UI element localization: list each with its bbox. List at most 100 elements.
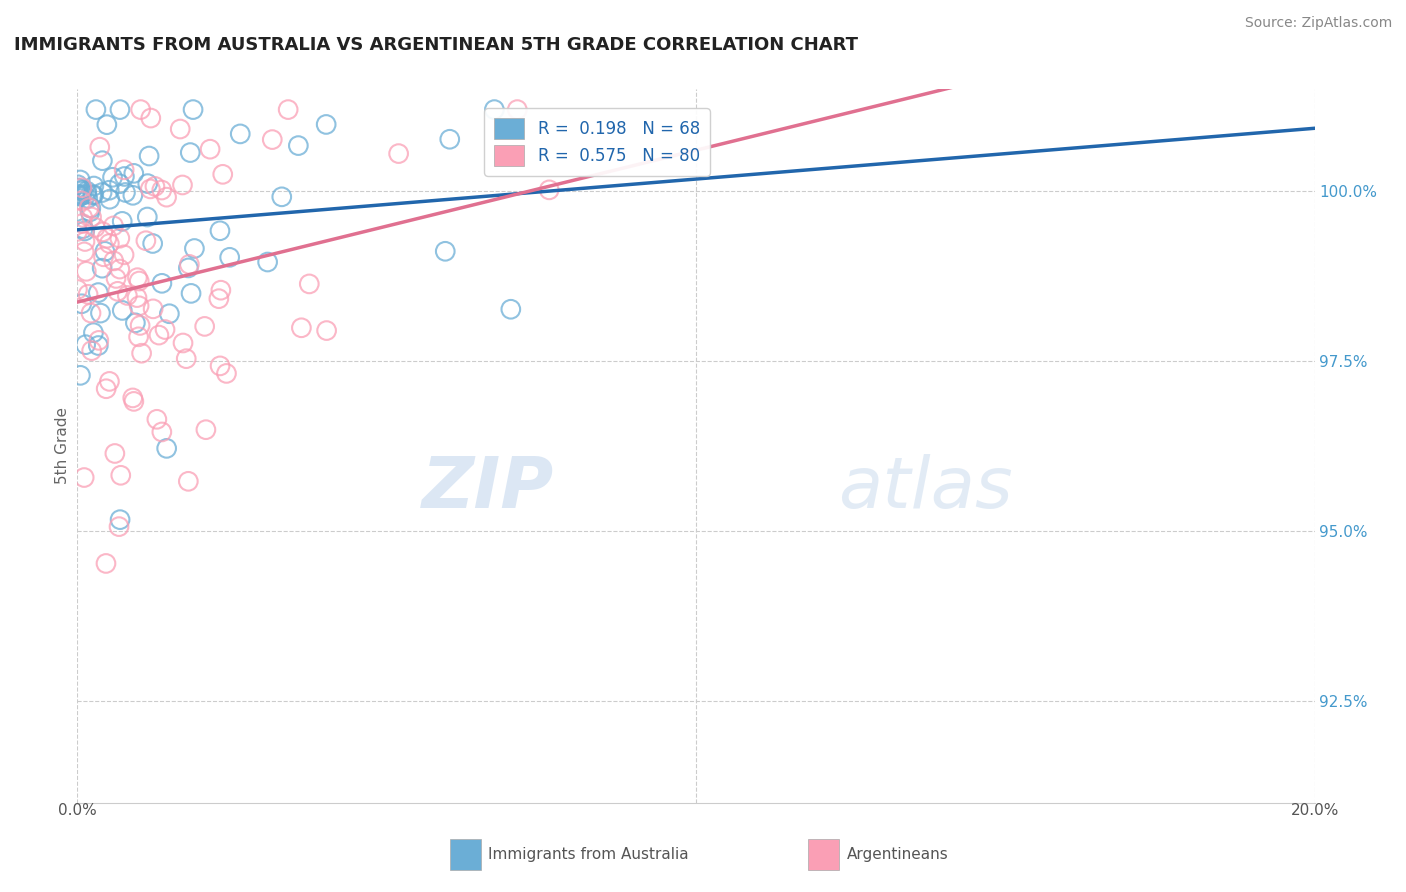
Point xyxy=(112,248,135,262)
Point xyxy=(75,264,97,278)
Point xyxy=(128,330,150,344)
Point xyxy=(150,425,173,439)
Point xyxy=(128,274,150,288)
Point xyxy=(215,367,238,381)
Point xyxy=(179,257,201,271)
Point xyxy=(131,346,153,360)
Point xyxy=(105,271,128,285)
Text: Argentineans: Argentineans xyxy=(846,847,948,862)
Point xyxy=(107,285,129,299)
Point xyxy=(157,307,180,321)
Point xyxy=(66,187,89,202)
Point xyxy=(70,297,93,311)
Point xyxy=(111,214,134,228)
Point xyxy=(70,187,93,202)
Point xyxy=(198,142,221,156)
Point xyxy=(79,204,101,219)
Point xyxy=(73,244,96,259)
Point xyxy=(96,231,118,245)
Point xyxy=(208,224,231,238)
Point xyxy=(69,368,91,383)
Point xyxy=(122,166,145,180)
Point xyxy=(108,519,131,533)
Point xyxy=(98,236,121,251)
Point xyxy=(110,468,132,483)
Point xyxy=(153,322,176,336)
Point xyxy=(80,210,103,224)
Point xyxy=(148,328,170,343)
Point xyxy=(91,186,114,200)
Point xyxy=(80,306,103,320)
Point xyxy=(87,338,110,352)
Text: ZIP: ZIP xyxy=(422,454,554,524)
Point xyxy=(211,167,233,181)
Point xyxy=(66,224,89,238)
Point xyxy=(136,177,159,191)
Point xyxy=(499,302,522,317)
Point xyxy=(104,446,127,460)
Point xyxy=(172,178,194,192)
Point xyxy=(174,351,197,366)
Point xyxy=(87,285,110,300)
Point xyxy=(66,283,89,297)
Point xyxy=(108,231,131,245)
Point xyxy=(108,177,131,191)
Point xyxy=(125,291,148,305)
Point xyxy=(179,145,201,160)
Point xyxy=(114,186,136,200)
Point xyxy=(83,179,105,194)
Point xyxy=(96,118,118,132)
Point xyxy=(538,183,561,197)
Point xyxy=(194,319,217,334)
Point xyxy=(139,111,162,125)
Point xyxy=(208,292,231,306)
Point xyxy=(70,194,93,208)
Point xyxy=(218,250,240,264)
Point xyxy=(180,286,202,301)
Point xyxy=(82,326,104,340)
Point xyxy=(209,283,232,297)
Point xyxy=(75,337,97,351)
Point xyxy=(103,254,125,268)
Point xyxy=(150,183,173,197)
Point xyxy=(142,301,165,316)
Text: 0.0%: 0.0% xyxy=(58,803,97,818)
Point xyxy=(298,277,321,291)
Point xyxy=(91,153,114,168)
Point xyxy=(98,192,121,206)
Point xyxy=(143,179,166,194)
Point xyxy=(287,138,309,153)
Point xyxy=(209,359,232,373)
Text: Source: ZipAtlas.com: Source: ZipAtlas.com xyxy=(1244,16,1392,29)
Y-axis label: 5th Grade: 5th Grade xyxy=(55,408,70,484)
Point xyxy=(108,513,131,527)
Point xyxy=(183,242,205,256)
Point xyxy=(121,391,143,405)
Point xyxy=(84,103,107,117)
Text: atlas: atlas xyxy=(838,454,1012,524)
Point xyxy=(70,184,93,198)
Legend: R =  0.198   N = 68, R =  0.575   N = 80: R = 0.198 N = 68, R = 0.575 N = 80 xyxy=(484,108,710,176)
Point xyxy=(194,423,217,437)
Point xyxy=(94,557,117,571)
Point xyxy=(256,255,278,269)
Point xyxy=(121,188,143,202)
Point xyxy=(108,103,131,117)
Point xyxy=(111,303,134,318)
Point xyxy=(82,188,104,202)
Point xyxy=(72,211,94,225)
Point xyxy=(87,334,110,348)
Point xyxy=(98,183,121,197)
Point xyxy=(89,140,111,154)
Point xyxy=(117,288,139,302)
Point xyxy=(172,336,194,351)
Point xyxy=(69,188,91,202)
Point xyxy=(77,287,100,301)
Point xyxy=(76,187,98,202)
Text: 20.0%: 20.0% xyxy=(1291,803,1339,818)
Point xyxy=(73,235,96,249)
Point xyxy=(70,182,93,196)
Point xyxy=(108,262,131,277)
Point xyxy=(129,103,152,117)
Point xyxy=(89,306,111,320)
